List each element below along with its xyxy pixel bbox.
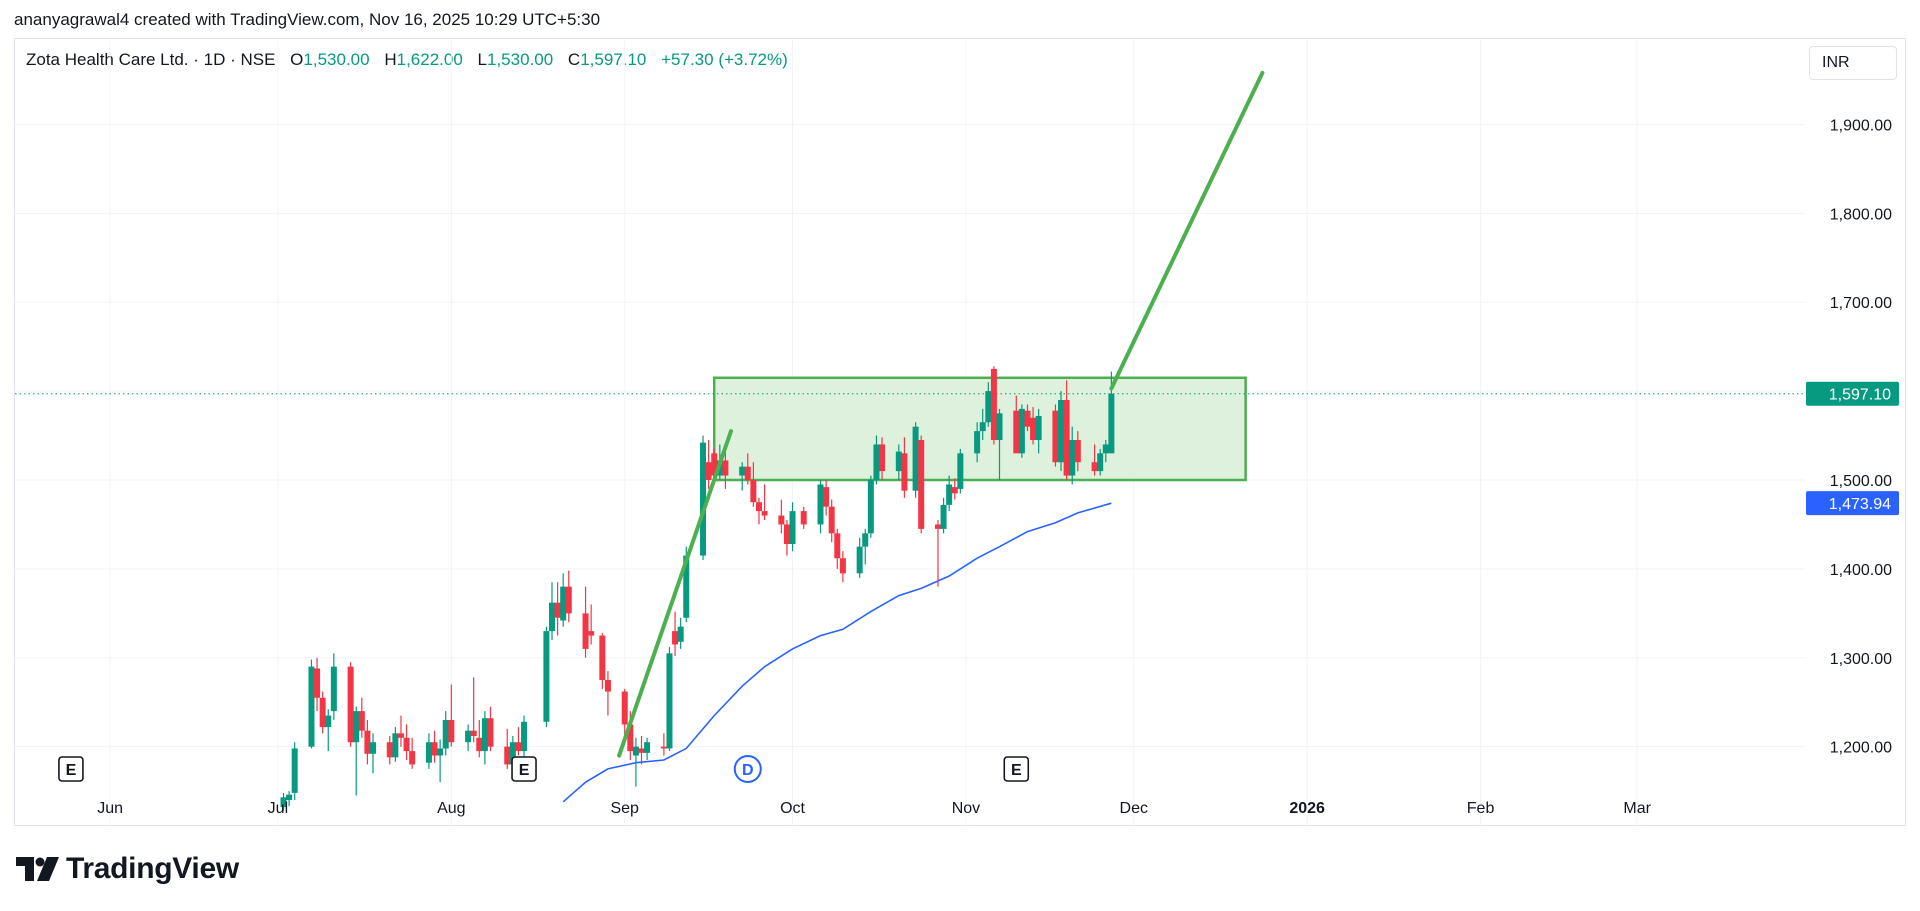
low-label: L [477,50,487,69]
close-value: 1,597.10 [580,50,647,69]
low-value: 1,530.00 [487,50,554,69]
chart-frame [14,38,1906,826]
change-value: +57.30 (+3.72%) [661,50,788,69]
chart-attribution: ananyagrawal4 created with TradingView.c… [14,10,601,29]
tradingview-logo-icon [16,857,59,881]
high-label: H [384,50,397,69]
currency-button[interactable]: INR [1809,46,1897,80]
open-label: O [290,50,304,69]
symbol-label[interactable]: Zota Health Care Ltd. · 1D · NSE [26,50,276,69]
ohlc-legend: Zota Health Care Ltd. · 1D · NSE O1,530.… [26,50,788,70]
brand-name: TradingView [66,852,239,885]
tradingview-brand[interactable]: TradingView [16,852,239,886]
open-value: 1,530.00 [303,50,370,69]
close-label: C [567,50,581,69]
high-value: 1,622.00 [396,50,463,69]
